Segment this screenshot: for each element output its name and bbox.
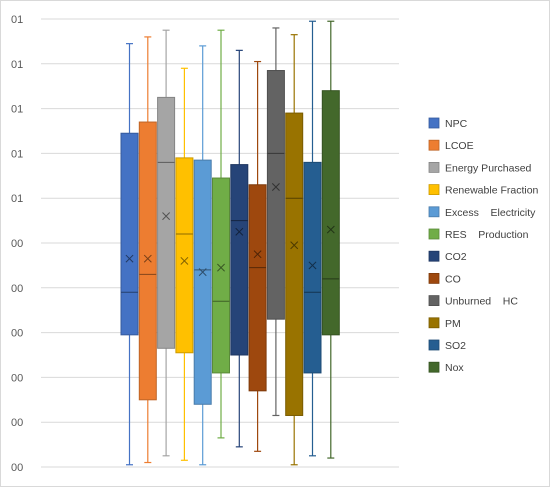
mean-marker: [235, 227, 244, 236]
y-tick-label: 01: [11, 148, 23, 160]
box-series-11: [303, 20, 322, 457]
legend-item: NPC: [428, 117, 468, 130]
legend-label: Energy Purchased: [445, 162, 532, 174]
y-tick-label: 01: [11, 59, 23, 71]
mean-marker: [198, 268, 207, 277]
box-series-9: [266, 27, 285, 417]
legend-label: LCOE: [445, 140, 474, 152]
legend-label: PM: [445, 318, 461, 330]
box-series-6: [212, 29, 230, 439]
box-series-12: [321, 20, 340, 459]
legend-item: RES Production: [428, 228, 529, 241]
mean-marker: [290, 241, 299, 250]
mean-marker: [125, 254, 134, 263]
legend: NPC LCOE Energy Purchased Renewable Fractio…: [428, 117, 539, 374]
mean-marker: [217, 263, 225, 272]
y-tick-label: 01: [11, 193, 23, 205]
legend-label: Renewable Fraction: [445, 185, 539, 197]
legend-item: LCOE: [428, 139, 474, 152]
legend-swatch: [428, 139, 440, 151]
box-series-7: [230, 49, 249, 448]
legend-item: Energy Purchased: [428, 161, 532, 174]
box-series: [120, 20, 340, 466]
box: [175, 157, 194, 354]
y-tick-label: 00: [11, 372, 23, 384]
legend-item: Unburned HC: [428, 295, 518, 308]
legend-swatch: [428, 272, 440, 284]
legend-swatch: [428, 161, 440, 173]
y-tick-label: 00: [11, 417, 23, 429]
box: [193, 159, 212, 405]
legend-label: CO: [445, 273, 461, 285]
mean-marker: [253, 250, 262, 259]
mean-marker: [162, 212, 171, 221]
mean-marker: [271, 183, 280, 191]
box-series-8: [248, 60, 267, 452]
box-series-10: [285, 34, 304, 466]
mean-marker: [326, 225, 335, 234]
mean-marker: [143, 254, 152, 263]
box: [157, 96, 176, 349]
legend-item: CO2: [428, 250, 467, 263]
legend-item: SO2: [428, 339, 466, 352]
y-axis-tick-labels: 00 00 00 00 00 00 01 01 01 01 01: [11, 14, 23, 474]
y-tick-label: 01: [11, 104, 23, 116]
box: [303, 161, 322, 374]
box-series-2: [138, 36, 157, 464]
legend-item: Renewable Fraction: [428, 184, 539, 197]
legend-label: SO2: [445, 340, 466, 352]
legend-swatch: [428, 228, 440, 240]
mean-marker: [308, 261, 317, 270]
legend-label: Excess Electricity: [445, 207, 536, 219]
legend-swatch: [428, 361, 440, 373]
legend-item: CO: [428, 272, 461, 285]
box: [230, 164, 249, 356]
legend-swatch: [428, 117, 440, 129]
legend-label: RES Production: [445, 229, 529, 241]
y-tick-label: 00: [11, 462, 23, 474]
box-series-3: [157, 29, 176, 457]
box: [248, 184, 267, 392]
legend-swatch: [428, 295, 440, 307]
box: [321, 90, 340, 336]
box-series-5: [193, 45, 212, 466]
legend-item: Nox: [428, 361, 464, 374]
legend-label: NPC: [445, 118, 468, 130]
box: [266, 70, 285, 320]
box-series-4: [175, 67, 194, 461]
box-series-1: [120, 43, 139, 466]
legend-label: Unburned HC: [445, 296, 518, 308]
legend-swatch: [428, 206, 440, 218]
y-tick-label: 01: [11, 14, 23, 26]
box: [285, 112, 304, 416]
box: [138, 121, 157, 401]
box: [120, 132, 139, 336]
legend-swatch: [428, 184, 440, 196]
legend-swatch: [428, 339, 440, 351]
legend-item: PM: [428, 317, 461, 330]
legend-label: Nox: [445, 362, 464, 374]
legend-item: Excess Electricity: [428, 206, 536, 219]
y-tick-label: 00: [11, 238, 23, 250]
y-tick-label: 00: [11, 328, 23, 340]
y-tick-label: 00: [11, 283, 23, 295]
legend-label: CO2: [445, 251, 467, 263]
box: [212, 177, 230, 374]
legend-swatch: [428, 317, 440, 329]
legend-swatch: [428, 250, 440, 262]
mean-marker: [180, 256, 189, 265]
